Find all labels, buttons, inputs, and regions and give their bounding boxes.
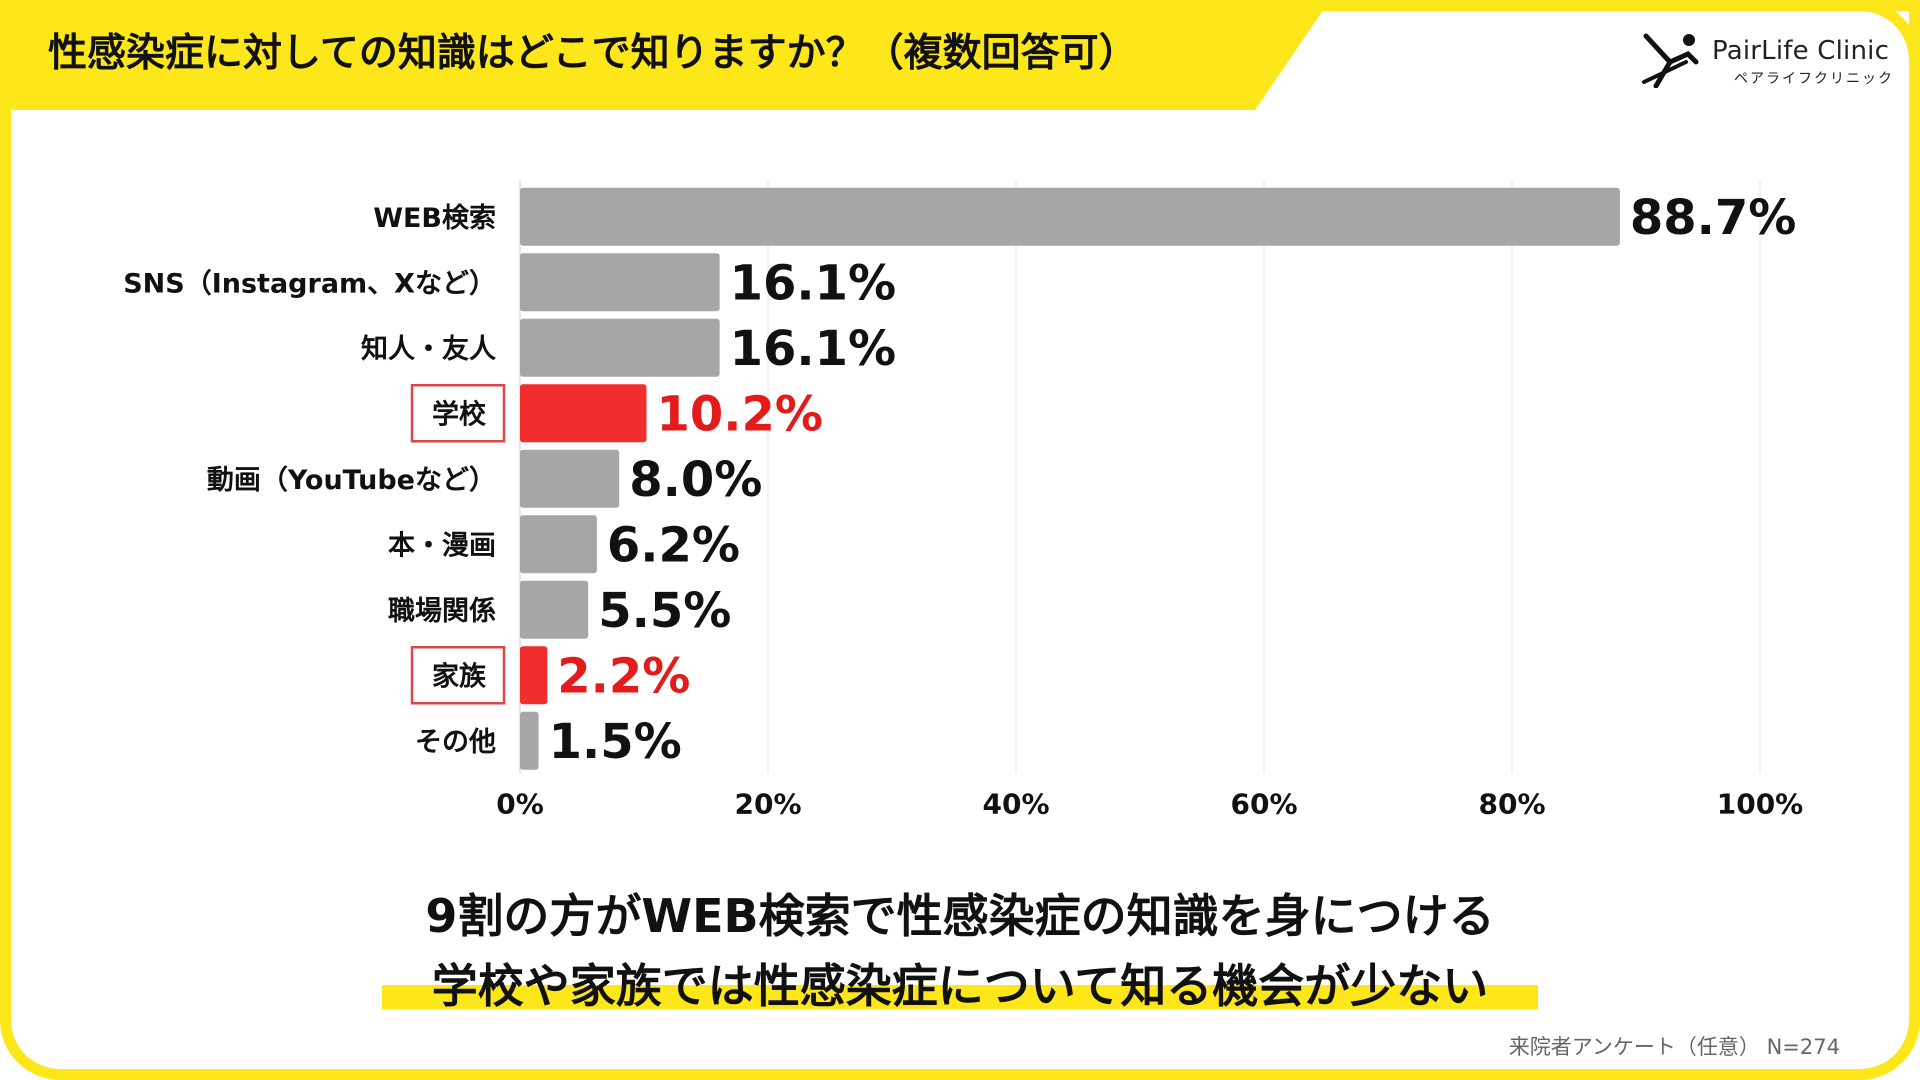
- category-label: 知人・友人: [361, 334, 496, 365]
- bar: [520, 711, 539, 770]
- category-label: 動画（YouTubeなど）: [207, 465, 496, 496]
- data-label: 5.5%: [598, 583, 731, 639]
- bar: [520, 384, 647, 443]
- data-label: 16.1%: [730, 255, 897, 311]
- frame-corner: [1830, 0, 1920, 90]
- x-tick-label: 0%: [496, 788, 544, 821]
- data-label: 10.2%: [656, 386, 823, 442]
- x-tick-label: 40%: [982, 788, 1049, 821]
- bar-chart: 0% 20% 40% 60% 80% 100% WEB検索 88.7% SNS（Instagra…: [123, 180, 1804, 821]
- x-tick-label: 20%: [734, 788, 801, 821]
- brand-kana: ペアライフクリニック: [1734, 71, 1894, 87]
- survey-footnote: 来院者アンケート（任意） N=274: [1508, 1035, 1840, 1059]
- category-label: 学校: [432, 398, 486, 430]
- brand-name: PairLife Clinic: [1712, 36, 1890, 66]
- bar: [520, 646, 548, 705]
- bar: [520, 580, 589, 639]
- conclusion-line-2: 学校や家族では性感染症について知る機会が少ない: [431, 959, 1489, 1013]
- chart-title: 性感染症に対しての知識はどこで知りますか？（複数回答可）: [48, 31, 1138, 76]
- data-label: 1.5%: [549, 714, 682, 770]
- category-label: 本・漫画: [388, 530, 496, 561]
- x-tick-label: 80%: [1478, 788, 1545, 821]
- category-label: WEB検索: [373, 203, 496, 234]
- conclusion-line-2-wrap: 学校や家族では性感染症について知る機会が少ない: [0, 950, 1920, 1016]
- data-label: 6.2%: [607, 517, 740, 573]
- title-band: [0, 0, 1330, 110]
- bar: [520, 253, 720, 312]
- bar: [520, 187, 1620, 246]
- data-label: 8.0%: [629, 452, 762, 508]
- bar: [520, 318, 720, 377]
- brand-logo: PairLife Clinic ペアライフクリニック: [1640, 30, 1892, 90]
- x-tick-label: 60%: [1230, 788, 1297, 821]
- category-highlight-box: [410, 384, 506, 443]
- bar: [520, 515, 597, 574]
- bar: [520, 449, 620, 508]
- conclusion-line-1: 9割の方がWEB検索で性感染症の知識を身につける: [425, 889, 1495, 943]
- category-highlight-box: [410, 646, 506, 705]
- conclusion-highlight: [382, 985, 1538, 1009]
- person-leaping-icon: [1642, 33, 1699, 88]
- category-label: 家族: [432, 660, 487, 692]
- data-label: 16.1%: [730, 321, 897, 377]
- category-label: 職場関係: [388, 596, 496, 627]
- category-label: SNS（Instagram、Xなど）: [123, 268, 496, 299]
- data-label: 88.7%: [1630, 190, 1797, 246]
- x-tick-label: 100%: [1717, 788, 1804, 821]
- data-label: 2.2%: [557, 648, 690, 704]
- category-label: その他: [415, 727, 496, 758]
